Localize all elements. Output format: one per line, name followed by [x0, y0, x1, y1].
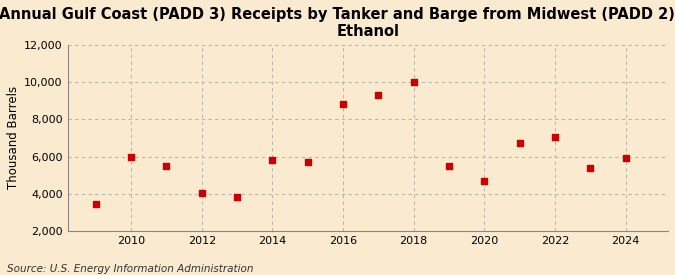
Y-axis label: Thousand Barrels: Thousand Barrels — [7, 86, 20, 189]
Point — [479, 179, 490, 183]
Point — [338, 102, 348, 107]
Point — [373, 93, 384, 97]
Text: Source: U.S. Energy Information Administration: Source: U.S. Energy Information Administ… — [7, 264, 253, 274]
Point — [514, 141, 525, 145]
Title: Annual Gulf Coast (PADD 3) Receipts by Tanker and Barge from Midwest (PADD 2) of: Annual Gulf Coast (PADD 3) Receipts by T… — [0, 7, 675, 39]
Point — [196, 191, 207, 195]
Point — [161, 164, 172, 168]
Point — [620, 155, 631, 160]
Point — [408, 80, 419, 84]
Point — [585, 166, 596, 170]
Point — [267, 158, 278, 163]
Point — [126, 154, 136, 159]
Point — [302, 160, 313, 164]
Point — [443, 164, 454, 168]
Point — [232, 194, 242, 199]
Point — [549, 135, 560, 139]
Point — [90, 202, 101, 206]
